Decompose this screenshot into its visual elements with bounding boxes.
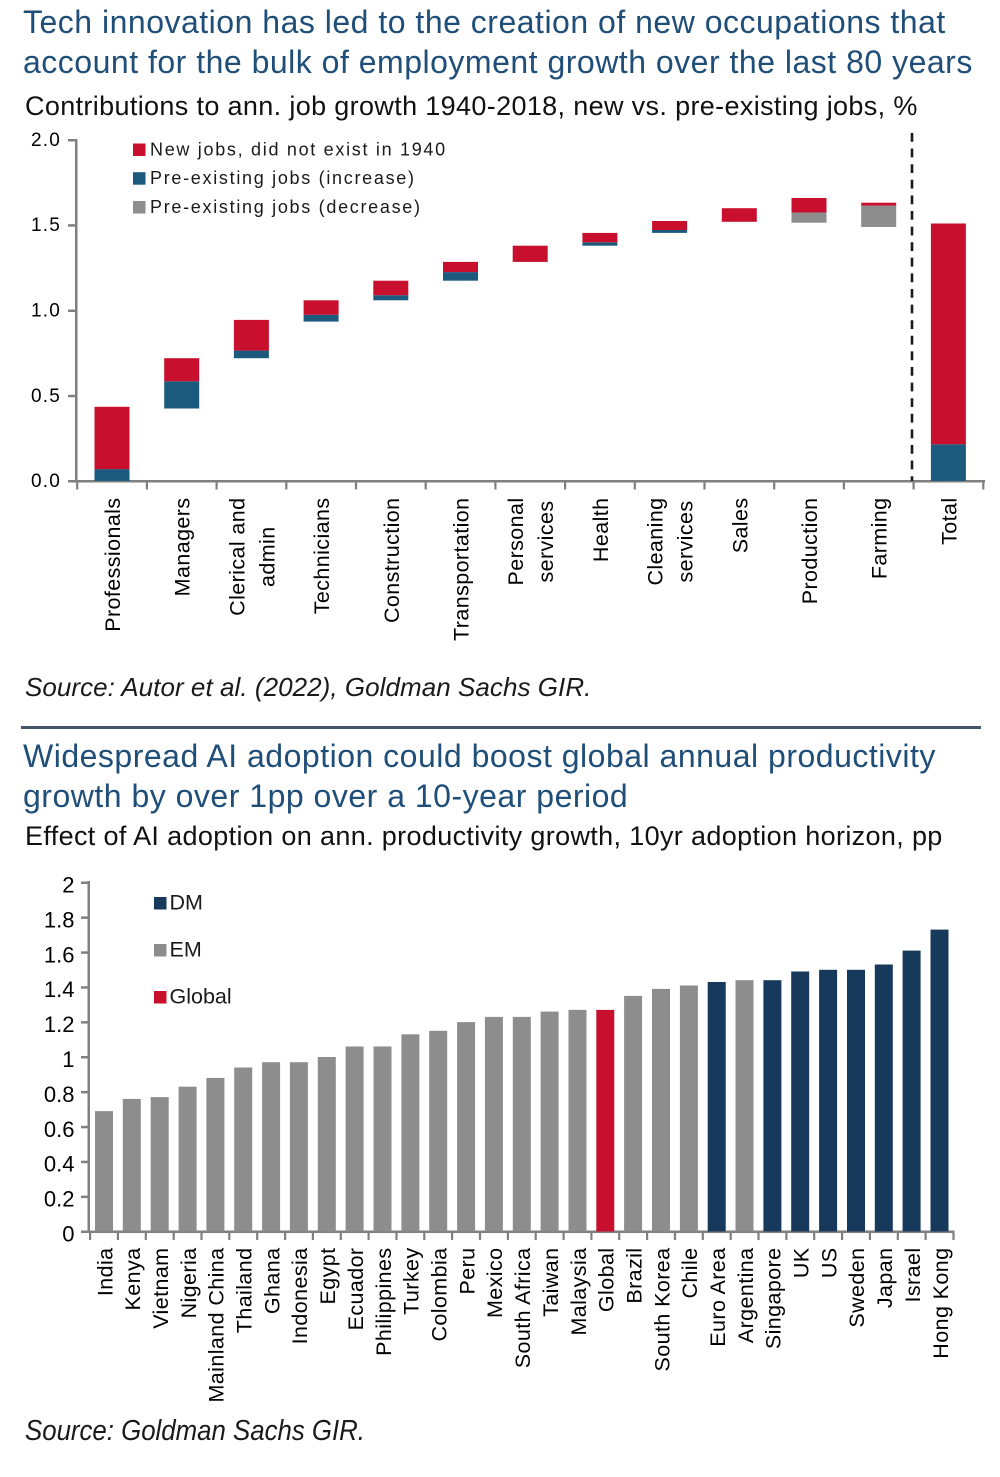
svg-text:1.8: 1.8 <box>44 907 75 932</box>
svg-text:Thailand: Thailand <box>233 1248 257 1334</box>
svg-text:0: 0 <box>62 1222 74 1247</box>
svg-text:Argentina: Argentina <box>734 1248 758 1344</box>
svg-text:0.0: 0.0 <box>31 471 61 492</box>
svg-text:New jobs, did not exist in 194: New jobs, did not exist in 1940 <box>150 139 447 159</box>
svg-text:Global: Global <box>595 1248 619 1313</box>
svg-text:Vietnam: Vietnam <box>149 1248 173 1329</box>
svg-text:0.5: 0.5 <box>31 386 61 407</box>
svg-text:1.2: 1.2 <box>44 1012 75 1037</box>
svg-text:Brazil: Brazil <box>622 1248 646 1304</box>
svg-text:services: services <box>534 500 558 582</box>
svg-text:Production: Production <box>798 498 822 605</box>
svg-text:Japan: Japan <box>873 1248 897 1309</box>
svg-text:Egypt: Egypt <box>316 1248 340 1305</box>
svg-text:Global: Global <box>170 985 232 1009</box>
svg-text:Euro Area: Euro Area <box>706 1248 730 1347</box>
svg-text:South Africa: South Africa <box>511 1248 535 1369</box>
svg-text:Construction: Construction <box>380 498 404 624</box>
svg-text:Mexico: Mexico <box>483 1248 507 1319</box>
svg-text:Farming: Farming <box>868 498 892 580</box>
svg-text:1.6: 1.6 <box>44 942 75 967</box>
svg-text:Taiwan: Taiwan <box>539 1248 563 1317</box>
svg-text:Mainland China: Mainland China <box>205 1248 229 1403</box>
svg-text:1.5: 1.5 <box>31 215 61 236</box>
svg-text:Personal: Personal <box>504 497 528 585</box>
svg-text:Health: Health <box>589 498 613 563</box>
svg-text:Technicians: Technicians <box>310 498 334 615</box>
svg-text:0.4: 0.4 <box>44 1152 75 1177</box>
svg-text:0.8: 0.8 <box>44 1082 75 1107</box>
svg-text:Indonesia: Indonesia <box>288 1248 312 1345</box>
svg-text:1: 1 <box>62 1047 74 1072</box>
svg-text:1.4: 1.4 <box>44 977 75 1002</box>
svg-text:Professionals: Professionals <box>101 498 125 632</box>
svg-text:Chile: Chile <box>678 1248 702 1299</box>
svg-text:Ghana: Ghana <box>260 1248 284 1315</box>
svg-text:Total: Total <box>937 498 961 545</box>
svg-text:Sales: Sales <box>728 498 752 554</box>
svg-text:Pre-existing jobs (decrease): Pre-existing jobs (decrease) <box>150 197 422 217</box>
svg-text:Colombia: Colombia <box>428 1248 452 1342</box>
svg-text:EM: EM <box>170 938 202 962</box>
svg-text:Transportation: Transportation <box>450 498 474 641</box>
svg-text:Philippines: Philippines <box>372 1248 396 1356</box>
svg-text:Nigeria: Nigeria <box>177 1248 201 1319</box>
svg-text:Pre-existing jobs (increase): Pre-existing jobs (increase) <box>150 168 416 188</box>
svg-text:1.0: 1.0 <box>31 301 61 322</box>
svg-text:0.6: 0.6 <box>44 1117 75 1142</box>
svg-text:Cleaning: Cleaning <box>644 497 668 585</box>
svg-text:Malaysia: Malaysia <box>567 1248 591 1336</box>
svg-text:Sweden: Sweden <box>845 1248 869 1328</box>
svg-text:services: services <box>674 500 698 582</box>
svg-text:2: 2 <box>62 873 74 898</box>
svg-text:Clerical and: Clerical and <box>225 498 249 616</box>
svg-text:UK: UK <box>790 1247 814 1278</box>
svg-text:Kenya: Kenya <box>121 1248 145 1311</box>
svg-text:Managers: Managers <box>171 498 195 597</box>
svg-text:Singapore: Singapore <box>762 1248 786 1350</box>
svg-text:Turkey: Turkey <box>400 1248 424 1315</box>
svg-text:0.2: 0.2 <box>44 1187 75 1212</box>
svg-text:South Korea: South Korea <box>650 1248 674 1372</box>
svg-text:2.0: 2.0 <box>31 130 61 151</box>
svg-text:US: US <box>817 1248 841 1279</box>
svg-text:Hong Kong: Hong Kong <box>929 1248 953 1359</box>
svg-text:Ecuador: Ecuador <box>344 1248 368 1331</box>
svg-text:admin: admin <box>255 526 279 587</box>
svg-text:India: India <box>93 1248 117 1297</box>
svg-text:Israel: Israel <box>901 1248 925 1303</box>
svg-text:DM: DM <box>170 891 203 915</box>
svg-text:Peru: Peru <box>455 1248 479 1295</box>
